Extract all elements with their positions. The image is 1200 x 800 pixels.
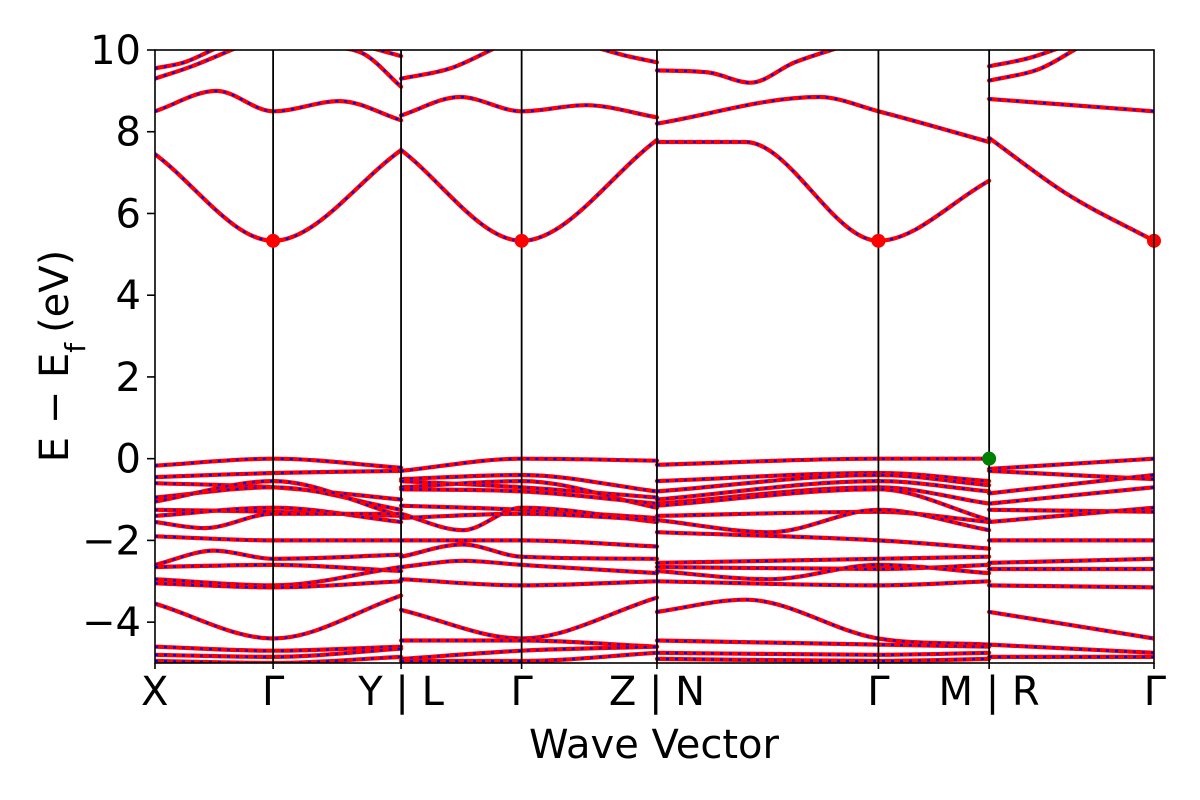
band-up-s3-b0 (987, 135, 1154, 243)
kpoint-label-2: Y | L (357, 669, 444, 715)
band-down-s3-b9 (989, 506, 1154, 524)
band-down-s2-b2 (656, 50, 835, 84)
band-down-s3-b14 (988, 610, 1154, 640)
band-down-s1-b19 (401, 651, 658, 663)
band-down-s3-b1 (989, 97, 1154, 113)
x-axis-title: Wave Vector (529, 722, 780, 768)
band-down-s0-b3 (155, 50, 215, 70)
band-down-s2-b10 (656, 508, 990, 534)
kpoint-label-5: Γ (867, 669, 890, 715)
band-down-s1-b4 (400, 457, 658, 472)
y-tick-label-4: 4 (116, 273, 141, 319)
band-down-s1-b5 (401, 473, 658, 493)
kpoint-label-4: Z | N (609, 669, 705, 715)
band-down-s2-b16 (656, 598, 990, 646)
band-down-s3-b7 (988, 486, 1154, 505)
band-down-s0-b4 (348, 50, 402, 88)
band-down-s0-b2 (155, 50, 235, 80)
band-down-s1-b18 (401, 645, 658, 660)
band-up-s2-b18 (654, 650, 992, 657)
y-tick-label-0: −4 (82, 600, 141, 646)
band-up-s2-b3 (654, 456, 992, 467)
band-down-s0-b19 (155, 594, 402, 640)
y-tick-label-2: 0 (116, 437, 141, 483)
band-down-s0-b1 (155, 89, 402, 122)
y-tick-label-7: 10 (90, 28, 141, 74)
kpoint-label-0: X (141, 669, 168, 715)
band-up-s2-b1 (654, 94, 992, 145)
kpoint-label-3: Γ (510, 669, 533, 715)
y-tick-label-1: −2 (82, 518, 141, 564)
band-down-s3-b4 (989, 457, 1154, 470)
band-down-s0-b15 (155, 549, 402, 566)
band-down-s3-b3 (988, 50, 1057, 68)
band-up-s2-b13 (654, 562, 992, 572)
band-up-s2-b15 (654, 579, 992, 588)
band-down-s2-b14 (656, 563, 990, 581)
band-up-s2-b12 (654, 554, 992, 565)
cbm-marker-2 (871, 233, 886, 248)
band-down-s3-b8 (989, 508, 1154, 513)
band-down-s1-b11 (401, 512, 658, 522)
kpoint-label-1: Γ (262, 669, 285, 715)
band-down-s2-b0 (657, 140, 990, 242)
band-down-s3-b13 (989, 584, 1154, 589)
band-down-s1-b17 (401, 639, 658, 648)
plot-frame (154, 49, 1155, 664)
dividers-layer (272, 50, 991, 663)
y-axis-title-unit: (eV) (32, 250, 78, 333)
y-axis-title-main: E − E (32, 353, 78, 463)
band-down-s0-b10 (155, 479, 402, 517)
kpoint-label-7: Γ (1144, 669, 1167, 715)
y-axis-title: E − Ef (eV) (32, 250, 92, 463)
band-up-s2-b11 (654, 530, 992, 551)
markers-layer (266, 233, 1161, 466)
band-up-s1-b2 (399, 50, 496, 81)
y-tick-label-6: 8 (116, 110, 141, 156)
band-down-s1-b15 (401, 578, 658, 587)
band-down-s1-b13 (400, 543, 658, 560)
y-tick-label-5: 6 (116, 191, 141, 237)
band-down-s2-b8 (656, 488, 990, 522)
x-axis-kpoints: X Γ Y | L Γ Z | N Γ M | R Γ (141, 663, 1167, 715)
y-axis: −4 −2 0 2 4 6 8 10 (82, 28, 155, 646)
cbm-marker-0 (266, 233, 281, 248)
band-down-s1-b14 (400, 559, 658, 575)
band-down-s0-b13 (155, 512, 402, 530)
band-down-s3-b6 (988, 473, 1154, 495)
y-axis-title-sub: f (59, 342, 92, 353)
band-down-s1-b8 (401, 488, 658, 505)
band-up-s2-b17 (654, 638, 992, 649)
vbm-marker-4 (982, 451, 997, 466)
band-down-s3-b11 (989, 557, 1154, 564)
band-down-s0-b5 (374, 50, 402, 58)
band-down-s3-b2 (988, 50, 1077, 82)
band-down-s2-b6 (656, 479, 990, 501)
band-down-s2-b5 (656, 473, 990, 493)
band-down-s1-b12 (401, 539, 658, 548)
y-tick-label-3: 2 (116, 355, 141, 401)
band-up-s2-b19 (654, 656, 992, 663)
cbm-marker-1 (514, 233, 529, 248)
band-down-s3-b15 (989, 643, 1154, 654)
kpoint-label-6: M | R (939, 669, 1040, 715)
band-down-s1-b10 (400, 506, 658, 532)
